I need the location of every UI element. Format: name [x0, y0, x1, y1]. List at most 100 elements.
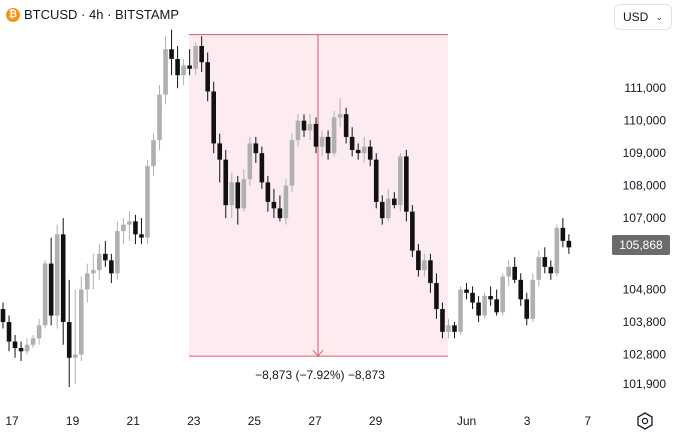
- candle-body: [295, 120, 301, 141]
- candle-body: [259, 153, 265, 183]
- candle-body: [361, 146, 367, 154]
- candle: [121, 218, 126, 245]
- candle: [253, 136, 259, 163]
- candle-body: [446, 325, 451, 332]
- candle: [163, 36, 168, 105]
- candle: [373, 153, 379, 209]
- current-price-label: 105,868: [612, 235, 670, 255]
- candle: [295, 114, 301, 147]
- candle-body: [235, 182, 241, 209]
- y-axis-tick-label: 110,000: [624, 114, 667, 128]
- candle-body: [97, 253, 102, 271]
- x-axis-tick-label: 3: [524, 414, 531, 428]
- symbol-header[interactable]: ₿ BTCUSD · 4h · BITSTAMP: [6, 7, 179, 22]
- candle: [72, 289, 78, 384]
- candle: [416, 244, 421, 277]
- candle-body: [42, 263, 48, 326]
- candle-body: [500, 276, 505, 313]
- candle-body: [325, 136, 331, 154]
- candle-body: [566, 240, 572, 248]
- candle-body: [367, 146, 373, 160]
- candle-body: [434, 283, 439, 310]
- candle-body: [277, 208, 283, 219]
- candle: [91, 253, 96, 290]
- candle-body: [548, 266, 554, 274]
- currency-label: USD: [623, 10, 649, 24]
- candle-body: [506, 266, 511, 277]
- candle: [199, 36, 204, 72]
- candle-body: [422, 260, 427, 271]
- candle-body: [331, 117, 337, 154]
- candle: [379, 195, 385, 225]
- y-axis-tick-label: 102,800: [623, 348, 667, 362]
- candle: [30, 335, 36, 349]
- candle-body: [115, 231, 120, 274]
- x-axis-tick-label: 17: [5, 414, 19, 428]
- candle-body: [494, 299, 499, 313]
- candle: [494, 289, 499, 316]
- candle-body: [464, 289, 469, 293]
- candle: [109, 253, 114, 284]
- candle-body: [247, 143, 253, 180]
- candle-body: [12, 341, 18, 349]
- x-axis-tick-label: Jun: [457, 414, 476, 428]
- candle: [217, 133, 223, 183]
- candle-body: [313, 123, 319, 147]
- candle-body: [530, 279, 536, 319]
- candle: [349, 127, 355, 157]
- candle: [542, 247, 548, 274]
- candle-body: [84, 273, 90, 290]
- candle-body: [404, 156, 409, 212]
- candle: [464, 283, 469, 300]
- candle: [398, 153, 403, 212]
- candle: [301, 114, 307, 137]
- candle-body: [193, 45, 198, 69]
- candle-body: [241, 179, 247, 209]
- x-axis-tick-label: 29: [369, 414, 383, 428]
- candle-body: [337, 114, 343, 118]
- measure-arrow-head: [312, 349, 324, 357]
- candle: [560, 218, 566, 248]
- candle: [392, 192, 397, 209]
- currency-selector[interactable]: USD ⌄: [614, 4, 672, 30]
- candle-body: [139, 234, 144, 238]
- candle: [488, 286, 493, 306]
- candle-body: [319, 136, 325, 147]
- candle: [440, 302, 445, 339]
- candle: [36, 318, 42, 345]
- candle-body: [0, 309, 6, 323]
- candle-body: [187, 65, 192, 69]
- candle: [355, 143, 361, 160]
- candle: [18, 341, 24, 362]
- candle: [313, 117, 319, 154]
- candle-body: [253, 143, 259, 154]
- candle-body: [181, 65, 186, 76]
- candle: [446, 318, 451, 339]
- candle-body: [217, 143, 223, 160]
- candle: [60, 218, 66, 345]
- candle-body: [452, 325, 457, 332]
- candle: [42, 260, 48, 329]
- candle-body: [36, 325, 42, 339]
- settings-gear-icon[interactable]: [636, 412, 654, 430]
- candle: [271, 188, 277, 219]
- candle: [512, 257, 517, 284]
- candle: [247, 136, 253, 186]
- candle: [6, 315, 12, 352]
- candle: [361, 136, 367, 163]
- candle-body: [554, 227, 560, 274]
- candle-body: [199, 45, 204, 63]
- candle: [103, 240, 108, 267]
- candle-body: [440, 309, 445, 332]
- candle-body: [512, 266, 517, 280]
- candle-body: [416, 250, 421, 271]
- candle-body: [30, 338, 36, 345]
- candle: [277, 195, 283, 222]
- candle-body: [205, 62, 210, 92]
- candle: [265, 175, 271, 212]
- candle: [193, 42, 198, 76]
- candle-body: [343, 114, 349, 137]
- y-axis-tick-label: 107,000: [623, 211, 667, 225]
